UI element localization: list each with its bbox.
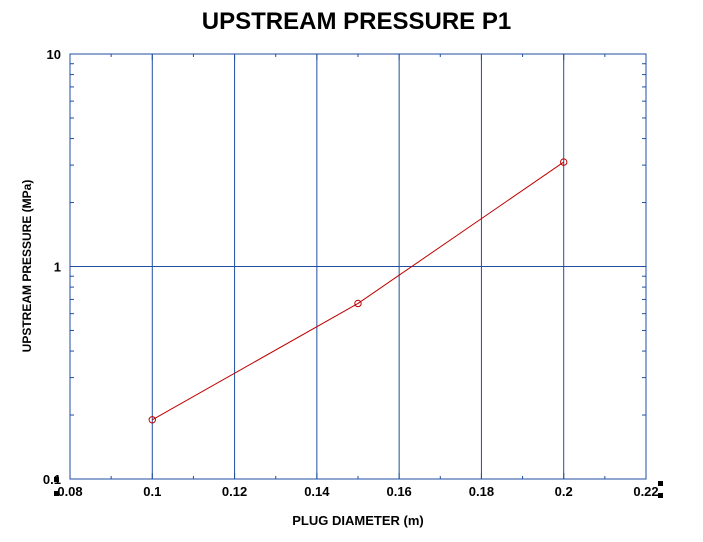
series-line [152,161,564,421]
x-tick-label: 0.16 [386,484,411,499]
x-tick-label: 0.14 [304,484,330,499]
x-axis-label: PLUG DIAMETER (m) [292,513,424,528]
x-tick-label: 0.2 [555,484,573,499]
selection-handle [658,493,663,498]
selection-handle [658,481,663,486]
data-point [560,158,568,166]
y-tick-label: 0.1 [43,472,61,487]
x-tick-label: 0.18 [469,484,494,499]
y-tick-label: 10 [47,47,61,62]
x-tick-label: 0.08 [57,484,82,499]
x-tick-label: 0.12 [222,484,247,499]
y-tick-label: 1 [54,260,61,275]
x-tick-label: 0.22 [633,484,658,499]
selection-handle [54,477,59,482]
chart-title: UPSTREAM PRESSURE P1 [201,8,512,35]
data-point [354,299,362,308]
x-tick-label: 0.1 [143,484,161,499]
selection-handle [54,491,59,496]
data-point [148,416,156,424]
